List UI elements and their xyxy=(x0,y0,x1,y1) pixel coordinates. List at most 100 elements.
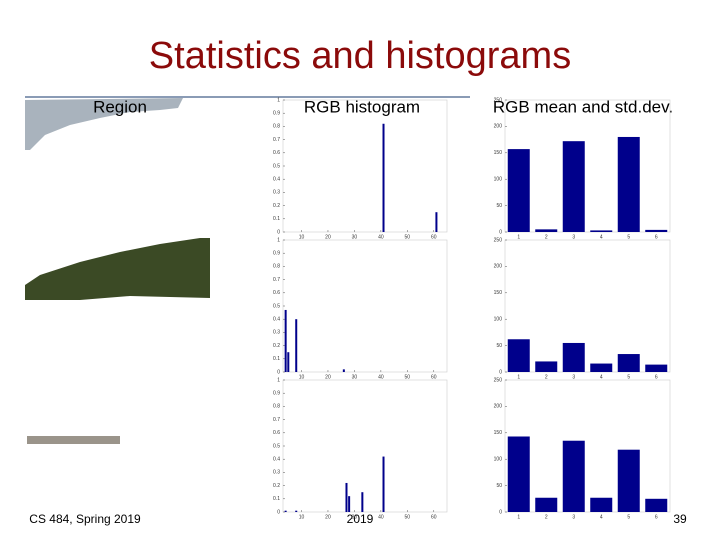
x-tick-label: 60 xyxy=(431,514,437,520)
plot-frame xyxy=(504,379,671,513)
y-tick-label: 0.9 xyxy=(273,111,280,117)
y-tick-label: 0 xyxy=(499,229,502,235)
y-tick-label: 150 xyxy=(494,430,503,436)
x-tick-label: 5 xyxy=(627,234,630,240)
x-tick-label: 30 xyxy=(352,374,358,380)
bar xyxy=(295,510,298,512)
x-tick-label: 2 xyxy=(545,374,548,380)
x-tick-label: 4 xyxy=(600,234,603,240)
x-tick-label: 30 xyxy=(352,234,358,240)
bar xyxy=(535,497,558,512)
bar xyxy=(507,339,530,372)
y-tick-label: 100 xyxy=(494,317,503,323)
y-tick-label: 0.2 xyxy=(273,343,280,349)
x-tick-label: 4 xyxy=(600,374,603,380)
x-tick-label: 3 xyxy=(572,374,575,380)
y-tick-label: 0.6 xyxy=(273,430,280,436)
y-tick-label: 0.7 xyxy=(273,417,280,423)
y-tick-label: 150 xyxy=(494,290,503,296)
column-label: RGB histogram xyxy=(304,97,420,116)
y-tick-label: 0.4 xyxy=(273,457,280,463)
y-tick-label: 200 xyxy=(494,264,503,270)
plot-frame xyxy=(282,379,448,513)
y-tick-label: 100 xyxy=(494,457,503,463)
bar xyxy=(562,141,585,232)
x-tick-label: 1 xyxy=(517,374,520,380)
y-tick-label: 0.8 xyxy=(273,264,280,270)
x-tick-label: 30 xyxy=(352,514,358,520)
x-tick-label: 5 xyxy=(627,374,630,380)
x-tick-label: 50 xyxy=(405,374,411,380)
bar xyxy=(562,342,585,372)
x-tick-label: 5 xyxy=(627,514,630,520)
x-tick-label: 40 xyxy=(378,234,384,240)
bar xyxy=(617,136,640,232)
bar xyxy=(645,498,668,512)
column-label: RGB mean and std.dev. xyxy=(493,97,673,116)
y-tick-label: 200 xyxy=(494,404,503,410)
y-tick-label: 250 xyxy=(494,237,503,243)
y-tick-label: 0.5 xyxy=(273,163,280,169)
y-tick-label: 0.1 xyxy=(273,216,280,222)
y-tick-label: 0.4 xyxy=(273,177,280,183)
x-tick-label: 1 xyxy=(517,234,520,240)
y-tick-label: 0.3 xyxy=(273,330,280,336)
x-tick-label: 50 xyxy=(405,234,411,240)
plot-frame xyxy=(282,99,448,233)
bar xyxy=(284,510,287,512)
region-rock xyxy=(27,436,120,444)
bar xyxy=(562,440,585,512)
y-tick-label: 0.6 xyxy=(273,290,280,296)
x-tick-label: 10 xyxy=(299,234,305,240)
bar xyxy=(645,229,668,232)
y-tick-label: 0.5 xyxy=(273,443,280,449)
bar xyxy=(590,230,613,232)
x-tick-label: 6 xyxy=(655,374,658,380)
y-tick-label: 0.7 xyxy=(273,277,280,283)
y-tick-label: 100 xyxy=(494,177,503,183)
bar xyxy=(645,364,668,372)
y-tick-label: 50 xyxy=(496,343,502,349)
x-tick-label: 2 xyxy=(545,234,548,240)
y-tick-label: 0 xyxy=(277,369,280,375)
y-tick-label: 0.5 xyxy=(273,303,280,309)
y-tick-label: 0 xyxy=(277,509,280,515)
page-number: 39 xyxy=(673,512,687,526)
bar xyxy=(590,363,613,372)
bar xyxy=(348,496,351,512)
x-tick-label: 10 xyxy=(299,374,305,380)
bar xyxy=(361,492,364,512)
y-tick-label: 0.2 xyxy=(273,483,280,489)
x-tick-label: 40 xyxy=(378,374,384,380)
bar xyxy=(284,309,287,372)
y-tick-label: 0.8 xyxy=(273,404,280,410)
bar xyxy=(295,319,298,372)
x-tick-label: 3 xyxy=(572,234,575,240)
plot-frame xyxy=(282,239,448,373)
y-tick-label: 0.9 xyxy=(273,391,280,397)
y-tick-label: 0.1 xyxy=(273,496,280,502)
y-tick-label: 0.8 xyxy=(273,124,280,130)
x-tick-label: 60 xyxy=(431,234,437,240)
y-tick-label: 1 xyxy=(277,97,280,103)
bar xyxy=(382,123,385,232)
y-tick-label: 0.4 xyxy=(273,317,280,323)
region-sky xyxy=(25,98,183,150)
bar xyxy=(535,361,558,372)
slide-title: Statistics and histograms xyxy=(149,35,571,77)
x-tick-label: 3 xyxy=(572,514,575,520)
column-label: Region xyxy=(93,97,147,116)
y-tick-label: 50 xyxy=(496,203,502,209)
bar xyxy=(287,352,290,372)
y-tick-label: 0.3 xyxy=(273,190,280,196)
y-tick-label: 250 xyxy=(494,97,503,103)
x-tick-label: 2 xyxy=(545,514,548,520)
bar xyxy=(507,436,530,512)
y-tick-label: 0 xyxy=(499,369,502,375)
bar xyxy=(435,212,438,232)
y-tick-label: 0 xyxy=(277,229,280,235)
y-tick-label: 0.2 xyxy=(273,203,280,209)
footer-course: CS 484, Spring 2019 xyxy=(29,512,141,526)
bar xyxy=(345,482,348,512)
